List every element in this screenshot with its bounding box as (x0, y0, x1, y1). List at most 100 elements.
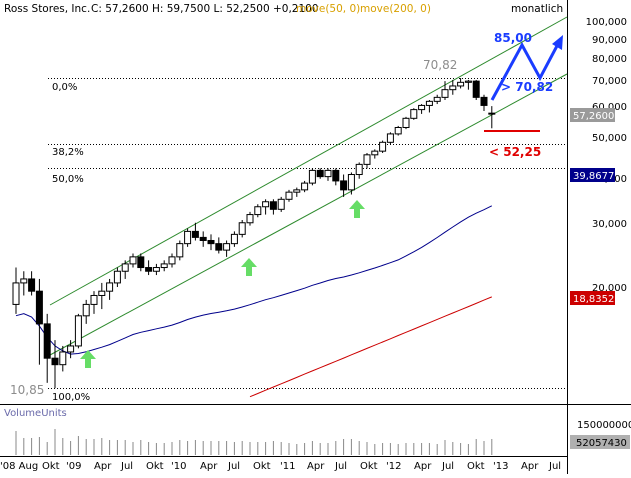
volume-bar (436, 444, 438, 455)
candle-body (160, 263, 168, 269)
time-tick-label: Jul (441, 461, 454, 472)
time-tick-label: '11 (280, 461, 295, 472)
candle-body (90, 294, 98, 305)
candlestick-series (12, 78, 496, 389)
forecast-path (490, 35, 563, 101)
time-tick-label: '13 (493, 461, 508, 472)
volume-bar (46, 442, 48, 455)
time-tick-label: Okt (253, 461, 271, 472)
price-tick-label: 20,000 (592, 283, 627, 294)
volume-bar (163, 443, 165, 455)
volume-bar (304, 443, 306, 455)
forecast-arrowhead-icon (552, 35, 563, 50)
volume-bar (109, 440, 111, 455)
candle-body (449, 85, 457, 91)
candle-body (82, 303, 90, 317)
header-quote: C: 57,2600 H: 59,7500 L: 52,2500 +0,2100 (91, 3, 319, 15)
candle-body (386, 133, 394, 143)
volume-bar (335, 441, 337, 455)
channel-lower-line (49, 73, 568, 356)
volume-bar (421, 443, 423, 455)
volume-bar (132, 442, 134, 455)
time-tick-label: Jul (334, 461, 347, 472)
volume-bar (366, 442, 368, 455)
volume-bars (15, 429, 493, 455)
volume-bar (343, 439, 345, 455)
candle-body (285, 191, 293, 200)
candle-body (184, 230, 192, 245)
target-label: 85,00 (494, 31, 532, 45)
time-tick-label: Jul (120, 461, 133, 472)
volume-label: VolumeUnits (4, 408, 67, 419)
candle-body (20, 278, 28, 284)
candle-body (347, 174, 355, 191)
candle-body (402, 117, 410, 128)
volume-bar (38, 437, 40, 455)
volume-last-tag (570, 435, 630, 449)
time-tick-label: Jul (227, 461, 240, 472)
volume-bar (23, 438, 25, 455)
volume-bar (187, 441, 189, 455)
candle-body (59, 351, 67, 366)
volume-bar (155, 443, 157, 455)
candle-body (316, 169, 324, 178)
fib-label-382: 38,2% (52, 147, 84, 158)
candle-body (12, 282, 20, 305)
volume-bar (397, 444, 399, 455)
price-tick-label: 70,000 (592, 76, 627, 87)
volume-bar (467, 444, 469, 455)
breakout-label: > 70,82 (501, 80, 553, 94)
volume-bar (70, 441, 72, 455)
candle-body (254, 206, 262, 216)
volume-bar (101, 438, 103, 455)
candle-body (277, 198, 285, 210)
candle-body (371, 150, 379, 156)
volume-bar (491, 439, 493, 455)
time-tick-label: Okt (146, 461, 164, 472)
volume-bar (194, 440, 196, 455)
up-arrow-icon (349, 200, 365, 218)
stop-label: < 52,25 (489, 145, 541, 159)
time-tick-label: Apr (200, 461, 218, 472)
price-tick-label: 80,000 (592, 54, 627, 65)
ma200-line (249, 296, 492, 398)
candle-body (223, 243, 231, 251)
price-tick-label: 90,000 (592, 35, 627, 46)
candle-body (308, 169, 316, 184)
volume-bar (93, 439, 95, 455)
candle-body (35, 290, 43, 325)
ma200-price-tag (570, 291, 615, 305)
candle-body (145, 267, 153, 272)
time-tick-label: Jul (548, 461, 561, 472)
candle-body (363, 154, 371, 165)
candle-body (121, 263, 129, 272)
volume-bar (218, 441, 220, 455)
candle-body (410, 109, 418, 119)
candle-body (106, 282, 114, 292)
volume-bar (202, 441, 204, 455)
candle-body (230, 233, 238, 245)
volume-bar (148, 442, 150, 455)
volume-bar (85, 439, 87, 455)
candle-body (355, 163, 363, 176)
volume-bar (358, 441, 360, 455)
volume-bar (62, 438, 64, 455)
candle-body (246, 214, 254, 224)
candle-body (394, 126, 402, 135)
fib-label-50: 50,0% (52, 174, 84, 185)
fib-label-0: 0,0% (52, 82, 77, 93)
volume-bar (241, 441, 243, 455)
ma50-price-tag (570, 168, 615, 182)
volume-bar (54, 429, 56, 455)
volume-bar (428, 443, 430, 455)
ma50-price-tag-text: 39,8677 (573, 171, 614, 182)
candle-body (207, 239, 215, 245)
volume-bar (179, 440, 181, 455)
price-axis-ticks: 100,000 90,000 80,000 70,000 60,000 50,0… (586, 17, 627, 294)
candle-body (74, 315, 82, 347)
low-label: 10,85 (10, 383, 44, 397)
support-arrows (80, 200, 365, 368)
ma50-line (15, 205, 493, 355)
candle-body (324, 169, 332, 178)
